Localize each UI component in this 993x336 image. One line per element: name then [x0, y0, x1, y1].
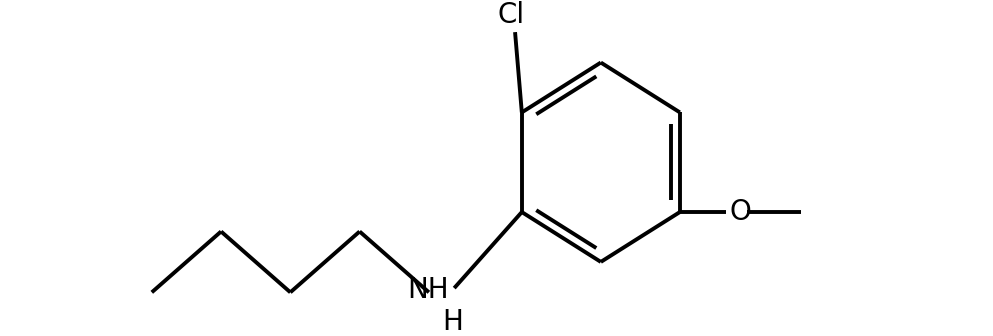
Text: H: H	[442, 308, 463, 336]
Text: NH: NH	[407, 276, 449, 304]
Text: Cl: Cl	[497, 1, 524, 29]
Text: O: O	[730, 198, 752, 226]
